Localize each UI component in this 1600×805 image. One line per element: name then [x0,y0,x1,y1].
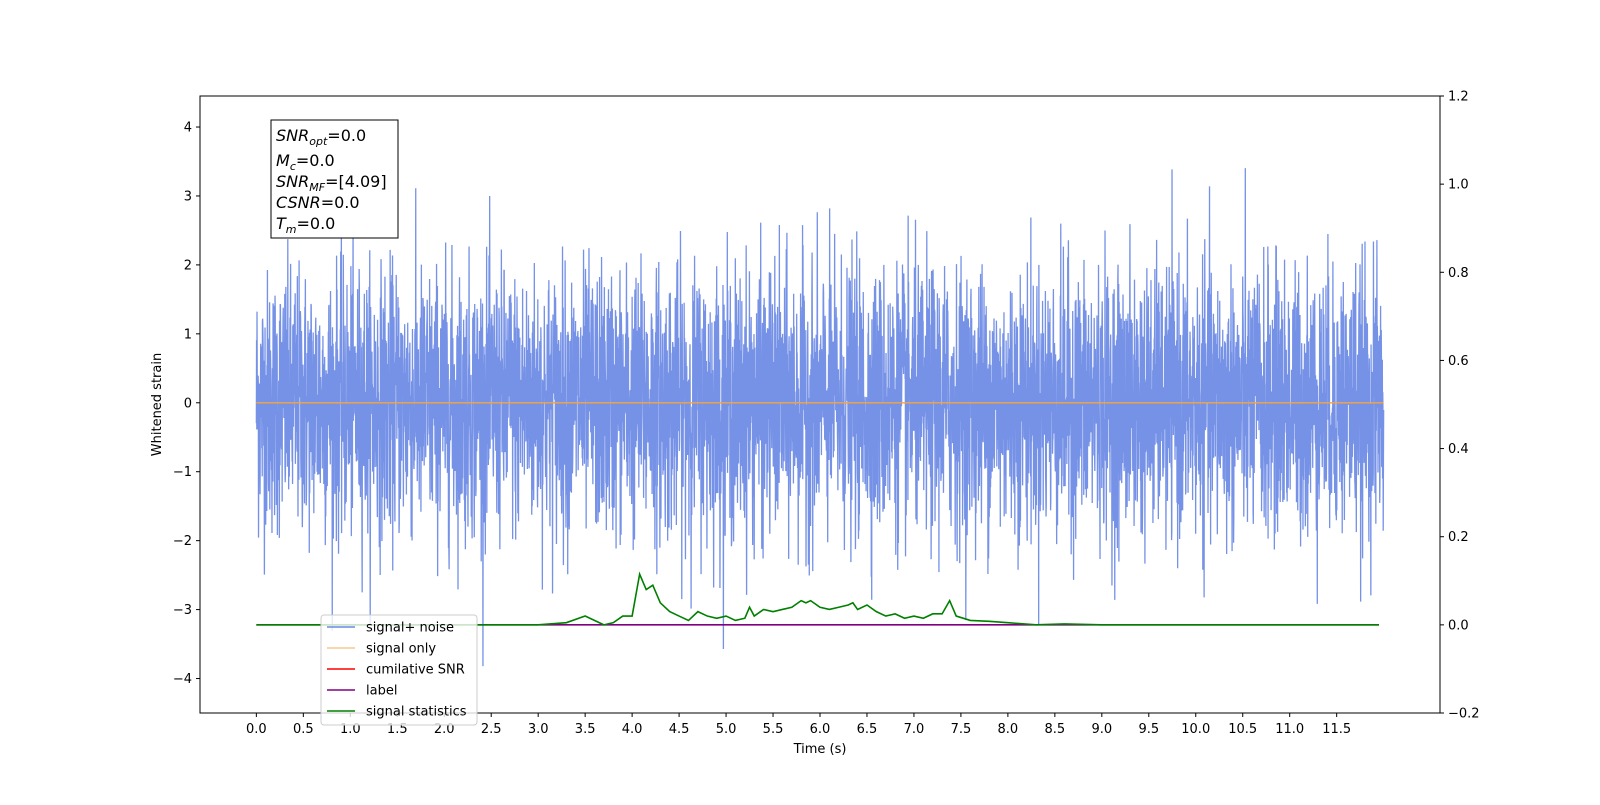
info-line-snr-mf: SNRMF=[4.09] [276,172,387,194]
x-tick-label: 5.5 [763,722,784,737]
y-tick-label: −2 [173,534,192,549]
y-tick-label: 1 [184,327,192,342]
x-tick-label: 9.5 [1138,722,1159,737]
legend-label-signal-statistics: signal statistics [366,705,467,720]
legend: signal+ noise signal only cumilative SNR… [320,614,478,726]
x-tick-label: 7.5 [951,722,972,737]
y2-tick-label: 1.0 [1448,178,1469,193]
x-tick-label: 1.5 [387,722,408,737]
legend-entry-cumulative-snr: cumilative SNR [327,663,465,678]
y-axis-right: −0.2 0.0 0.2 0.4 0.6 0.8 1.0 1.2 [1440,90,1480,722]
x-tick-label: 10.5 [1228,722,1257,737]
x-tick-label: 8.0 [998,722,1019,737]
x-tick-label: 0.5 [293,722,314,737]
info-box-frame [270,119,399,239]
legend-entry-signal-only: signal only [327,642,436,657]
y-tick-label: 0 [184,396,192,411]
info-line-snr-opt: SNRopt=0.0 [276,126,366,148]
x-tick-label: 4.0 [622,722,643,737]
x-tick-label: 9.0 [1091,722,1112,737]
y-tick-label: −4 [173,672,192,687]
series-signal-noise [255,168,1385,667]
x-tick-label: 3.5 [575,722,596,737]
x-tick-label: 7.0 [904,722,925,737]
x-tick-label: 11.5 [1322,722,1351,737]
legend-label-signal-only: signal only [366,642,436,657]
legend-entry-signal-noise: signal+ noise [327,621,454,636]
y2-tick-label: 0.2 [1448,530,1469,545]
x-tick-label: 4.5 [669,722,690,737]
x-tick-label: 2.0 [434,722,455,737]
info-line-tm: Tm=0.0 [276,214,335,236]
x-tick-label: 1.0 [340,722,361,737]
y-tick-label: 4 [184,121,192,136]
info-line-csnr: CSNR=0.0 [276,193,360,212]
x-tick-label: 8.5 [1045,722,1066,737]
x-tick-label: 6.0 [810,722,831,737]
legend-frame [320,614,478,726]
y-tick-label: 2 [184,258,192,273]
y-tick-label: 3 [184,189,192,204]
legend-label-cumulative-snr: cumilative SNR [366,663,465,678]
y2-tick-label: 0.4 [1448,442,1469,457]
series-signal-statistics [256,571,1379,626]
x-tick-label: 2.5 [481,722,502,737]
y-tick-label: −3 [173,603,192,618]
y2-tick-label: 0.8 [1448,266,1469,281]
legend-label-signal-noise: signal+ noise [366,621,454,636]
y-axis-left: −4 −3 −2 −1 0 1 2 3 4 [173,121,200,687]
y2-tick-label: 0.6 [1448,354,1469,369]
x-tick-label: 3.0 [528,722,549,737]
y2-tick-label: −0.2 [1448,707,1480,722]
y2-tick-label: 1.2 [1448,90,1469,105]
info-line-mc: Mc=0.0 [276,151,335,173]
y2-tick-label: 0.0 [1448,618,1469,633]
x-tick-label: 10.0 [1181,722,1210,737]
x-axis-label: Time (s) [793,742,847,757]
x-tick-label: 11.0 [1275,722,1304,737]
x-tick-label: 5.0 [716,722,737,737]
info-box: SNRopt=0.0 Mc=0.0 SNRMF=[4.09] CSNR=0.0 … [270,119,399,239]
x-axis: 0.0 0.5 1.0 1.5 2.0 2.5 3.0 3.5 4.0 4.5 5.0 5.5 6.0 6… [246,713,1351,737]
x-tick-label: 6.5 [857,722,878,737]
x-tick-label: 0.0 [246,722,267,737]
plot-area [255,168,1385,667]
y-axis-label: Whitened strain [150,353,165,456]
legend-entry-label: label [327,684,397,699]
y-tick-label: −1 [173,465,192,480]
legend-label-label: label [366,684,397,699]
legend-entry-signal-statistics: signal statistics [327,705,467,720]
